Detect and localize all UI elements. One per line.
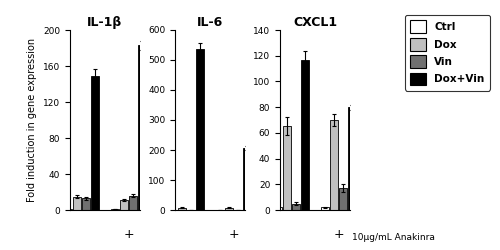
Bar: [225, 208, 233, 210]
Title: CXCL1: CXCL1: [293, 16, 337, 29]
Bar: [178, 208, 186, 210]
Bar: [64, 209, 72, 210]
Legend: Ctrl, Dox, Vin, Dox+Vin: Ctrl, Dox, Vin, Dox+Vin: [405, 15, 490, 90]
Bar: [339, 188, 347, 210]
Bar: [243, 148, 251, 210]
Bar: [138, 45, 146, 210]
Bar: [320, 208, 329, 210]
Text: +: +: [123, 228, 134, 241]
Bar: [91, 76, 100, 210]
Bar: [129, 196, 137, 210]
Bar: [301, 60, 310, 210]
Bar: [292, 204, 300, 210]
Text: +: +: [333, 228, 344, 241]
Bar: [348, 107, 356, 210]
Bar: [73, 196, 81, 210]
Bar: [110, 209, 119, 210]
Bar: [196, 50, 204, 210]
Bar: [283, 126, 291, 210]
Bar: [330, 120, 338, 210]
Y-axis label: Fold induction in gene expression: Fold induction in gene expression: [28, 38, 38, 202]
Title: IL-1β: IL-1β: [88, 16, 122, 29]
Bar: [82, 198, 90, 210]
Bar: [274, 208, 282, 210]
Title: IL-6: IL-6: [197, 16, 223, 29]
Text: +: +: [228, 228, 239, 241]
Text: 10μg/mL Anakinra: 10μg/mL Anakinra: [352, 233, 436, 242]
Bar: [120, 200, 128, 210]
